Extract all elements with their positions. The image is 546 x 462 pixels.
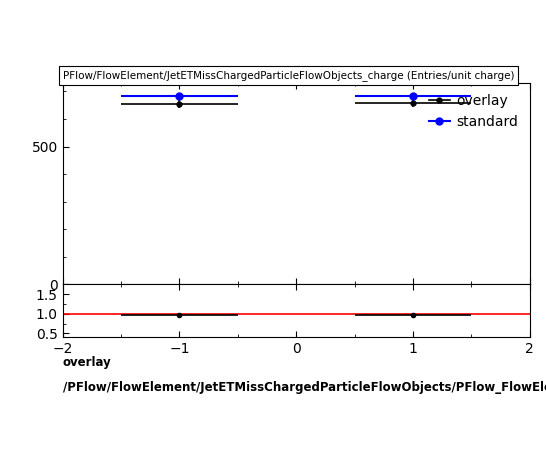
Legend: overlay, standard: overlay, standard: [425, 90, 523, 134]
Text: overlay: overlay: [63, 356, 111, 369]
Text: /PFlow/FlowElement/JetETMissChargedParticleFlowObjects/PFlow_FlowElement_JetETMi: /PFlow/FlowElement/JetETMissChargedParti…: [63, 381, 546, 394]
Text: PFlow/FlowElement/JetETMissChargedParticleFlowObjects_charge (Entries/unit charg: PFlow/FlowElement/JetETMissChargedPartic…: [63, 70, 514, 81]
